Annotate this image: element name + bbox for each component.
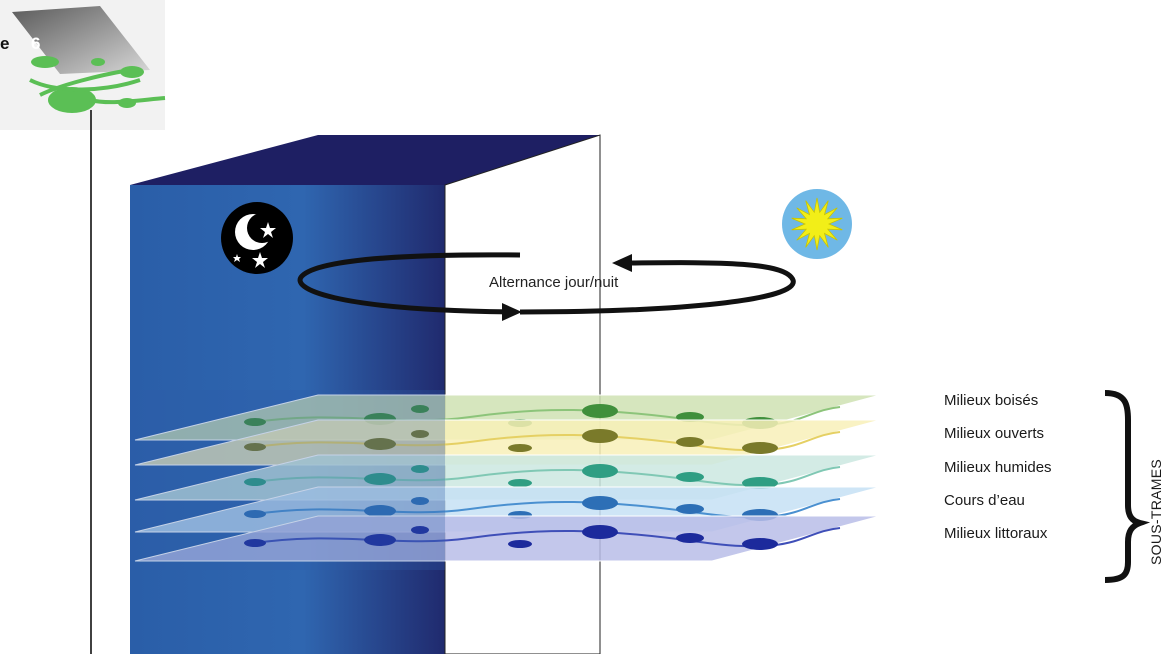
layer-node-milieux-littoraux bbox=[582, 525, 618, 539]
layer-node-milieux-ouverts bbox=[676, 437, 704, 447]
layer-label-milieux-ouverts: Milieux ouverts bbox=[944, 425, 1045, 442]
layer-node-milieux-humides bbox=[244, 478, 266, 486]
layer-node-milieux-littoraux bbox=[742, 538, 778, 550]
layer-node-milieux-humides bbox=[582, 464, 618, 478]
layer-node-cours-d-eau bbox=[411, 497, 429, 505]
layer-label-cours-d-eau: Cours d’eau bbox=[944, 492, 1025, 509]
moon-stars-icon bbox=[221, 202, 293, 274]
alternation-label: Alternance jour/nuit bbox=[489, 274, 619, 291]
corner-logo bbox=[0, 0, 166, 654]
layer-link-milieux-humides bbox=[249, 466, 841, 487]
layer-node-milieux-boises bbox=[411, 405, 429, 413]
group-brace bbox=[1104, 390, 1151, 583]
layer-label-milieux-littoraux: Milieux littoraux bbox=[944, 525, 1048, 542]
layer-node-milieux-littoraux bbox=[364, 534, 396, 546]
layer-link-cours-d-eau bbox=[249, 498, 841, 519]
layer-node-milieux-littoraux bbox=[411, 526, 429, 534]
page-prefix: e bbox=[0, 34, 10, 53]
layer-node-milieux-ouverts bbox=[364, 438, 396, 450]
layer-node-milieux-littoraux bbox=[676, 533, 704, 543]
layer-node-milieux-ouverts bbox=[508, 444, 532, 452]
night-overlay bbox=[130, 390, 445, 570]
layer-node-milieux-littoraux bbox=[244, 539, 266, 547]
layer-node-milieux-ouverts bbox=[742, 442, 778, 454]
layer-node-milieux-humides bbox=[508, 479, 532, 487]
group-label-sous-trames: SOUS-TRAMES bbox=[1148, 459, 1164, 565]
layer-node-milieux-humides bbox=[742, 477, 778, 489]
layer-node-cours-d-eau bbox=[676, 504, 704, 514]
leaf-shape bbox=[12, 6, 150, 74]
layer-node-milieux-humides bbox=[411, 465, 429, 473]
layer-milieux-littoraux bbox=[134, 515, 881, 562]
layer-link-milieux-littoraux bbox=[249, 527, 841, 548]
sun-icon bbox=[782, 189, 852, 259]
layer-node-milieux-littoraux bbox=[508, 540, 532, 548]
layer-node-cours-d-eau bbox=[364, 505, 396, 517]
layer-node-milieux-humides bbox=[676, 472, 704, 482]
layer-node-milieux-ouverts bbox=[244, 443, 266, 451]
layer-node-cours-d-eau bbox=[582, 496, 618, 510]
layer-node-milieux-ouverts bbox=[411, 430, 429, 438]
layer-node-milieux-boises bbox=[582, 404, 618, 418]
layer-label-milieux-boises: Milieux boisés bbox=[944, 392, 1039, 409]
sub-network-layers bbox=[130, 390, 881, 570]
layer-link-milieux-ouverts bbox=[249, 431, 841, 452]
alternation-loop bbox=[297, 252, 796, 321]
page-number: 6 bbox=[31, 34, 41, 53]
layer-node-milieux-boises bbox=[244, 418, 266, 426]
layer-node-milieux-ouverts bbox=[582, 429, 618, 443]
layer-node-milieux-humides bbox=[364, 473, 396, 485]
layer-node-cours-d-eau bbox=[244, 510, 266, 518]
layer-label-milieux-humides: Milieux humides bbox=[944, 459, 1052, 476]
